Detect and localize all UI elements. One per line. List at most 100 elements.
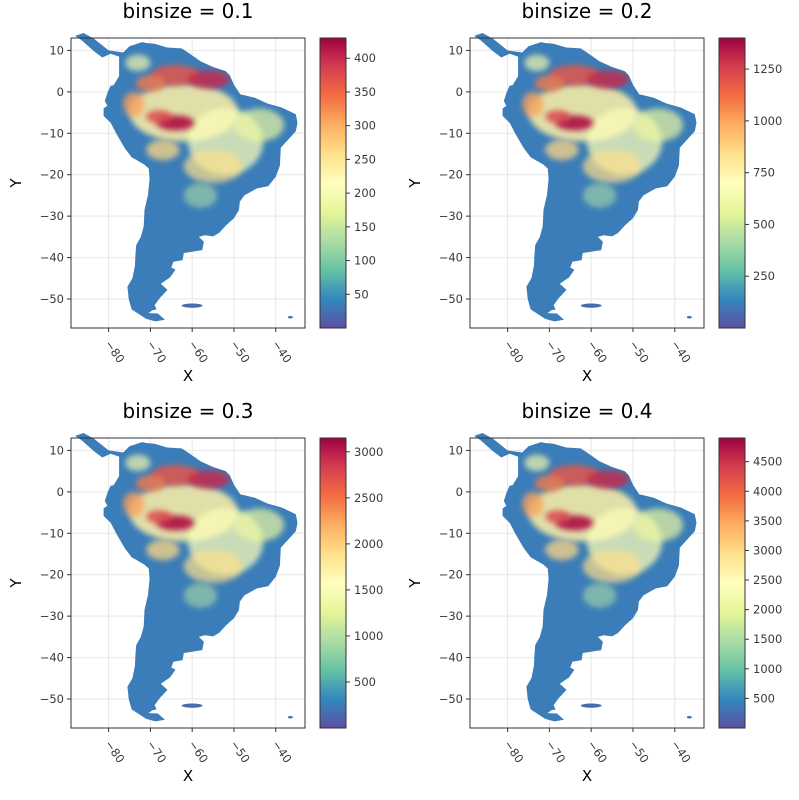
y-tick-label: −10 (40, 526, 64, 540)
colorbar-tick-label: 750 (753, 166, 775, 180)
heatmap-cell (183, 583, 218, 608)
heatmap-layer (123, 54, 285, 208)
y-tick-label: 0 (57, 485, 64, 499)
heatmap-cell (545, 110, 571, 124)
chart-title: binsize = 0.2 (522, 0, 653, 23)
heatmap-cell (522, 491, 544, 517)
y-tick-label: 10 (448, 43, 463, 57)
heatmap-cell (582, 583, 617, 608)
y-tick-label: 10 (448, 443, 463, 457)
heatmap-cell (632, 108, 684, 142)
heatmap-cell (534, 475, 565, 492)
y-tick-label: −10 (439, 526, 463, 540)
island (686, 315, 692, 319)
colorbar-tick-label: 400 (354, 51, 376, 65)
heatmap-cell (188, 470, 230, 489)
heatmap-cell (135, 475, 166, 492)
heatmap-cell (146, 110, 172, 124)
heatmap-cell (524, 454, 550, 472)
panel-4: binsize = 0.4 −80 −70 −60 −50 −40 10 0 −10 −20 −30… (406, 399, 782, 785)
colorbar-tick-label: 2500 (753, 573, 782, 587)
y-tick-label: −20 (439, 568, 463, 582)
x-tick-label: −50 (627, 738, 652, 766)
heatmap-cell (534, 75, 565, 92)
x-axis-label: X (183, 367, 193, 385)
heatmap-cell (582, 149, 642, 183)
y-tick-label: −20 (439, 168, 463, 182)
y-tick-label: 0 (57, 85, 64, 99)
colorbar-tick-label: 1000 (753, 114, 782, 128)
heatmap-cell (146, 510, 172, 524)
heatmap-layer (123, 454, 285, 608)
colorbar-tick-label: 500 (753, 217, 775, 231)
colorbar-tick-label: 1250 (753, 62, 782, 76)
y-axis-label: Y (7, 178, 25, 189)
colorbar-tick-label: 250 (354, 152, 376, 166)
colorbar-tick-label: 150 (354, 220, 376, 234)
y-axis-label: Y (406, 178, 424, 189)
colorbar-tick-label: 3000 (354, 445, 383, 459)
x-tick-label: −40 (269, 738, 294, 766)
plot-frame (469, 37, 705, 329)
colorbar-tick-label: 2000 (354, 537, 383, 551)
x-tick-label: −40 (269, 338, 294, 366)
colorbar-frame (718, 437, 746, 729)
y-tick-label: −10 (439, 126, 463, 140)
heatmap-cell (524, 54, 550, 72)
heatmap-cell (233, 108, 285, 142)
colorbar-tick-label: 100 (354, 254, 376, 268)
heatmap-cell (582, 183, 617, 208)
x-tick-label: −80 (501, 338, 526, 366)
chart-title: binsize = 0.3 (123, 399, 254, 423)
y-tick-label: 0 (456, 485, 463, 499)
y-tick-label: −40 (40, 251, 64, 265)
colorbar-tick-label: 350 (354, 85, 376, 99)
heatmap-cell (183, 149, 243, 183)
colorbar-tick-label: 1000 (354, 629, 383, 643)
colorbar-tick-label: 50 (354, 287, 369, 301)
plot-frame (469, 437, 705, 729)
chart-title: binsize = 0.4 (522, 399, 653, 423)
panel-1: binsize = 0.1−80 −70 −60 −50 −40100−10−20−30… (7, 0, 376, 385)
colorbar-tick-label: 2500 (354, 491, 383, 505)
heatmap-cell (125, 454, 151, 472)
heatmap-cell (135, 75, 166, 92)
x-tick-label: −80 (102, 738, 127, 766)
panel-2: binsize = 0.2 −80 −70 −60 −50 −40 10 0 −10 −20 −30… (406, 0, 782, 385)
heatmap-cell (582, 549, 642, 584)
x-axis-label: X (183, 767, 193, 785)
colorbar-frame (718, 37, 746, 329)
y-tick-label: 10 (49, 443, 64, 457)
y-axis-label: Y (406, 578, 424, 589)
colorbar-tick-label: 3000 (753, 543, 782, 557)
x-tick-label: −40 (668, 738, 693, 766)
colorbar-tick-label: 500 (354, 675, 376, 689)
colorbar (719, 438, 745, 728)
x-tick-label: −60 (585, 738, 610, 766)
x-tick-label: −60 (585, 338, 610, 366)
y-tick-label: −50 (40, 692, 64, 706)
x-tick-label: −60 (186, 738, 211, 766)
heatmap-cell (587, 470, 629, 489)
colorbar-tick-label: 1000 (753, 662, 782, 676)
y-tick-label: −30 (40, 609, 64, 623)
y-tick-label: 0 (456, 85, 463, 99)
x-tick-label: −70 (144, 338, 169, 366)
island (686, 715, 692, 719)
heatmap-cell (183, 549, 243, 584)
heatmap-layer (522, 454, 684, 608)
plot-frame (70, 37, 306, 329)
heatmap-cell (146, 139, 180, 161)
y-tick-label: 10 (49, 43, 64, 57)
colorbar-tick-label: 500 (753, 691, 775, 705)
colorbar-tick-label: 2000 (753, 603, 782, 617)
heatmap-cell (545, 510, 571, 524)
island (181, 703, 203, 708)
y-tick-label: −30 (439, 609, 463, 623)
y-tick-label: −40 (439, 251, 463, 265)
y-tick-label: −20 (40, 168, 64, 182)
y-tick-label: −50 (40, 292, 64, 306)
island (287, 315, 293, 319)
x-tick-label: −70 (543, 338, 568, 366)
